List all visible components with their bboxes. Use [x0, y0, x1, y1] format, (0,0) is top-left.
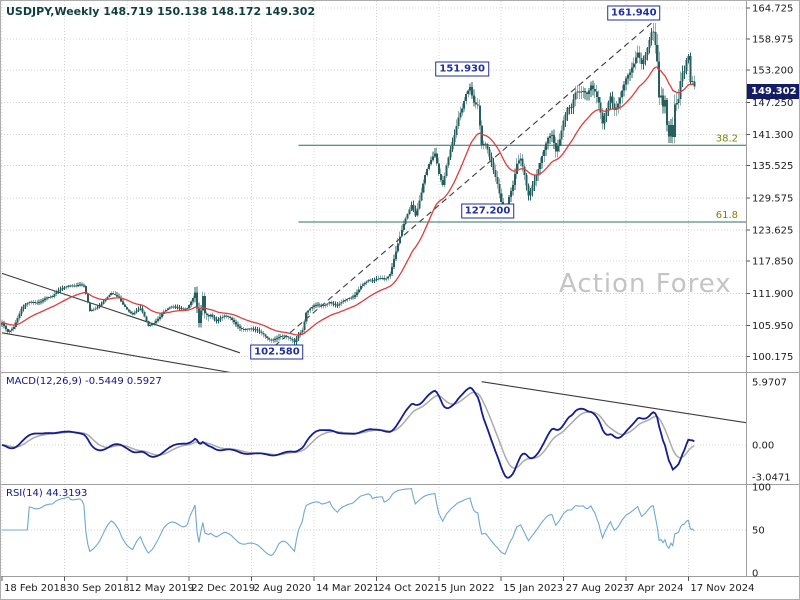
macd-axis-label: 5.9707	[752, 378, 787, 389]
macd-descending-trendline[interactable]	[481, 381, 747, 424]
date-axis-label: 24 Oct 2021	[378, 583, 440, 594]
chart-objects-layer[interactable]: 38.2 61.8	[1, 22, 746, 373]
rsi-indicator-label: RSI(14) 44.3193	[6, 488, 88, 499]
current-price-tag: 149.302	[747, 83, 799, 99]
rsi-axis-label: 0	[752, 569, 758, 580]
macd-axis-label: 0.00	[752, 441, 774, 452]
price-axis-label: 111.900	[752, 289, 793, 300]
macd-signal-line	[1, 391, 695, 469]
date-axis-label: 30 Sep 2018	[66, 583, 129, 594]
date-axis-label: 27 Aug 2023	[566, 583, 630, 594]
price-axis-label: 100.175	[752, 352, 793, 363]
rally-dashed-trendline[interactable]	[266, 22, 652, 353]
date-axis-label: 14 Mar 2021	[316, 583, 379, 594]
symbol-quote-title: USDJPY,Weekly 148.719 150.138 148.172 14…	[6, 5, 316, 18]
fib-level-label: 38.2	[716, 133, 738, 144]
macd-indicator-label: MACD(12,26,9) -0.5449 0.5927	[6, 376, 162, 387]
price-axis-label: 153.200	[752, 66, 793, 77]
date-axis-label: 2 Aug 2020	[254, 583, 312, 594]
price-axis-label: 117.850	[752, 257, 793, 268]
date-axis-label: 7 Apr 2024	[628, 583, 683, 594]
macd-panel[interactable]	[1, 381, 747, 479]
price-axis-label: 164.725	[752, 3, 793, 14]
price-callout[interactable]: 102.580	[250, 344, 304, 360]
date-axis-label: 18 Feb 2018	[4, 583, 66, 594]
fib-level-label: 61.8	[716, 210, 738, 221]
date-axis-label: 17 Nov 2024	[690, 583, 754, 594]
channel-lower-trendline[interactable]	[1, 332, 232, 373]
price-callout[interactable]: 151.930	[435, 61, 489, 77]
price-axis-label: 105.950	[752, 321, 793, 332]
date-axis-label: 5 Jun 2022	[441, 583, 495, 594]
rsi-axis-label: 50	[752, 526, 765, 537]
macd-main-line	[1, 386, 695, 479]
moving-average-line	[1, 66, 695, 336]
price-axis-label: 135.525	[752, 161, 793, 172]
candle-bodies	[1, 31, 696, 342]
price-axis-label: 158.975	[752, 35, 793, 46]
channel-upper-trendline[interactable]	[1, 272, 241, 354]
price-axis-label: 129.575	[752, 193, 793, 204]
price-axis-label: 141.300	[752, 130, 793, 141]
macd-axis-label: -3.0471	[752, 473, 791, 484]
date-axis-label: 12 May 2019	[129, 583, 194, 594]
price-callout[interactable]: 161.940	[607, 5, 661, 21]
price-axis-label: 123.625	[752, 226, 793, 237]
date-axis-label: 22 Dec 2019	[191, 583, 255, 594]
price-callout[interactable]: 127.200	[460, 203, 515, 219]
rsi-panel[interactable]	[2, 488, 695, 557]
rsi-line	[2, 488, 695, 557]
rsi-axis-label: 100	[752, 483, 771, 494]
date-axis-label: 15 Jan 2023	[503, 583, 563, 594]
main-price-panel[interactable]	[1, 22, 696, 345]
watermark: Action Forex	[559, 269, 732, 299]
price-axis-label: 147.250	[752, 98, 793, 109]
